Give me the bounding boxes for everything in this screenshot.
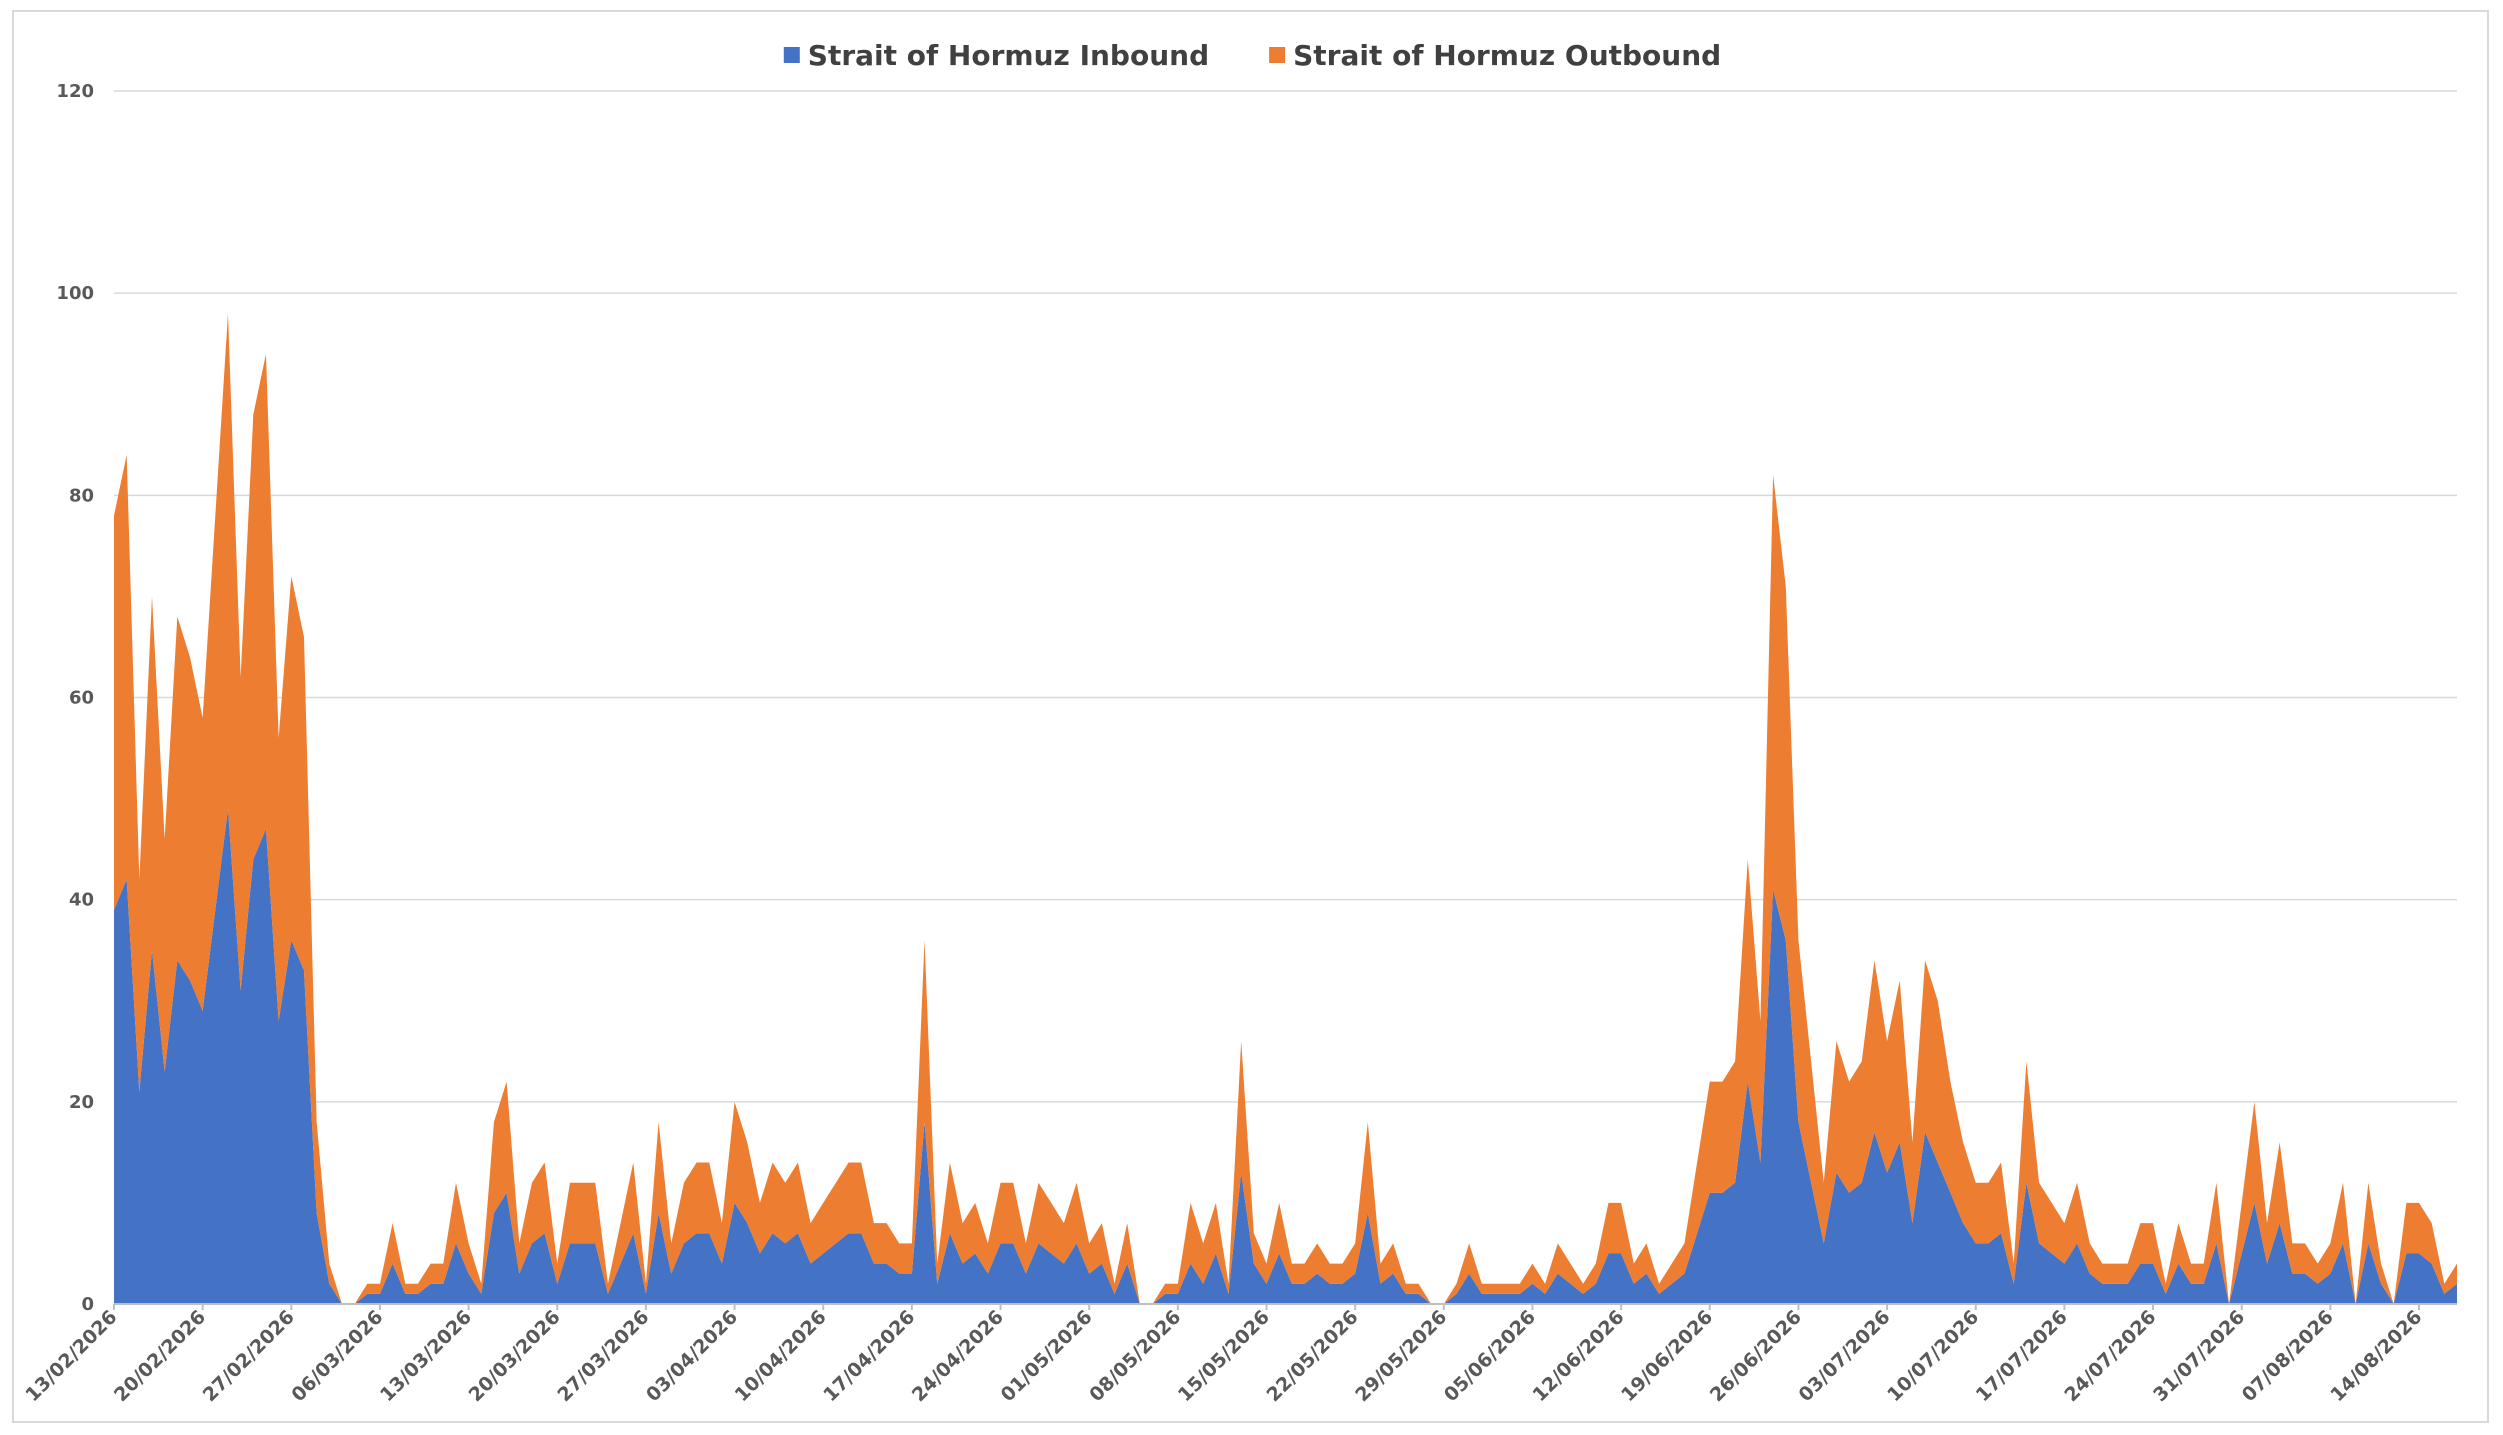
x-tick-label: 26/06/2026 <box>1706 1306 1806 1406</box>
x-tick-label: 07/08/2026 <box>2238 1306 2338 1406</box>
x-tick-label: 05/06/2026 <box>1440 1306 1540 1406</box>
x-tick-label: 03/07/2026 <box>1794 1306 1894 1406</box>
x-tick-label: 17/07/2026 <box>1972 1306 2072 1406</box>
x-tick-label: 17/04/2026 <box>819 1306 919 1406</box>
legend-label-outbound: Strait of Hormuz Outbound <box>1293 39 1721 72</box>
x-tick-label: 01/05/2026 <box>997 1306 1097 1406</box>
x-tick-label: 20/02/2026 <box>110 1306 210 1406</box>
y-tick-label: 20 <box>69 1092 94 1113</box>
x-tick-label: 06/03/2026 <box>287 1306 387 1406</box>
x-tick-label: 24/07/2026 <box>2060 1306 2160 1406</box>
y-axis-tick-labels: 0 20 40 60 80 100 120 <box>56 81 94 1315</box>
x-tick-label: 14/08/2026 <box>2326 1306 2426 1406</box>
legend: Strait of Hormuz Inbound Strait of Hormu… <box>783 39 1721 72</box>
y-tick-label: 80 <box>69 485 94 506</box>
legend-swatch-outbound <box>1269 47 1286 63</box>
x-tick-label: 08/05/2026 <box>1085 1306 1185 1406</box>
x-axis-tick-labels: 13/02/202620/02/202627/02/202606/03/2026… <box>21 1304 2427 1406</box>
x-tick-label: 31/07/2026 <box>2149 1306 2249 1406</box>
x-tick-label: 03/04/2026 <box>642 1306 742 1406</box>
y-tick-label: 120 <box>56 81 94 102</box>
x-tick-label: 24/04/2026 <box>908 1306 1008 1406</box>
x-tick-label: 15/05/2026 <box>1174 1306 1274 1406</box>
x-tick-label: 19/06/2026 <box>1617 1306 1717 1406</box>
x-tick-label: 12/06/2026 <box>1528 1306 1628 1406</box>
x-tick-label: 13/02/2026 <box>21 1306 121 1406</box>
y-tick-label: 60 <box>69 688 94 709</box>
x-tick-label: 27/02/2026 <box>199 1306 299 1406</box>
legend-label-inbound: Strait of Hormuz Inbound <box>808 39 1209 72</box>
x-tick-label: 10/07/2026 <box>1883 1306 1983 1406</box>
y-tick-label: 100 <box>56 283 94 304</box>
area-inbound <box>114 808 2457 1304</box>
x-tick-label: 29/05/2026 <box>1351 1306 1451 1406</box>
y-tick-label: 0 <box>81 1294 94 1315</box>
x-tick-label: 10/04/2026 <box>731 1306 831 1406</box>
x-tick-label: 13/03/2026 <box>376 1306 476 1406</box>
legend-swatch-inbound <box>783 47 800 63</box>
area-series <box>114 313 2457 1305</box>
y-gridlines <box>114 90 2457 1103</box>
x-tick-label: 27/03/2026 <box>553 1306 653 1406</box>
chart-frame: Strait of Hormuz Inbound Strait of Hormu… <box>12 10 2489 1423</box>
x-tick-label: 22/05/2026 <box>1263 1306 1363 1406</box>
x-tick-label: 20/03/2026 <box>465 1306 565 1406</box>
area-outbound <box>114 313 2457 1305</box>
stacked-area-chart: Strait of Hormuz Inbound Strait of Hormu… <box>21 39 2457 1406</box>
y-tick-label: 40 <box>69 890 94 911</box>
